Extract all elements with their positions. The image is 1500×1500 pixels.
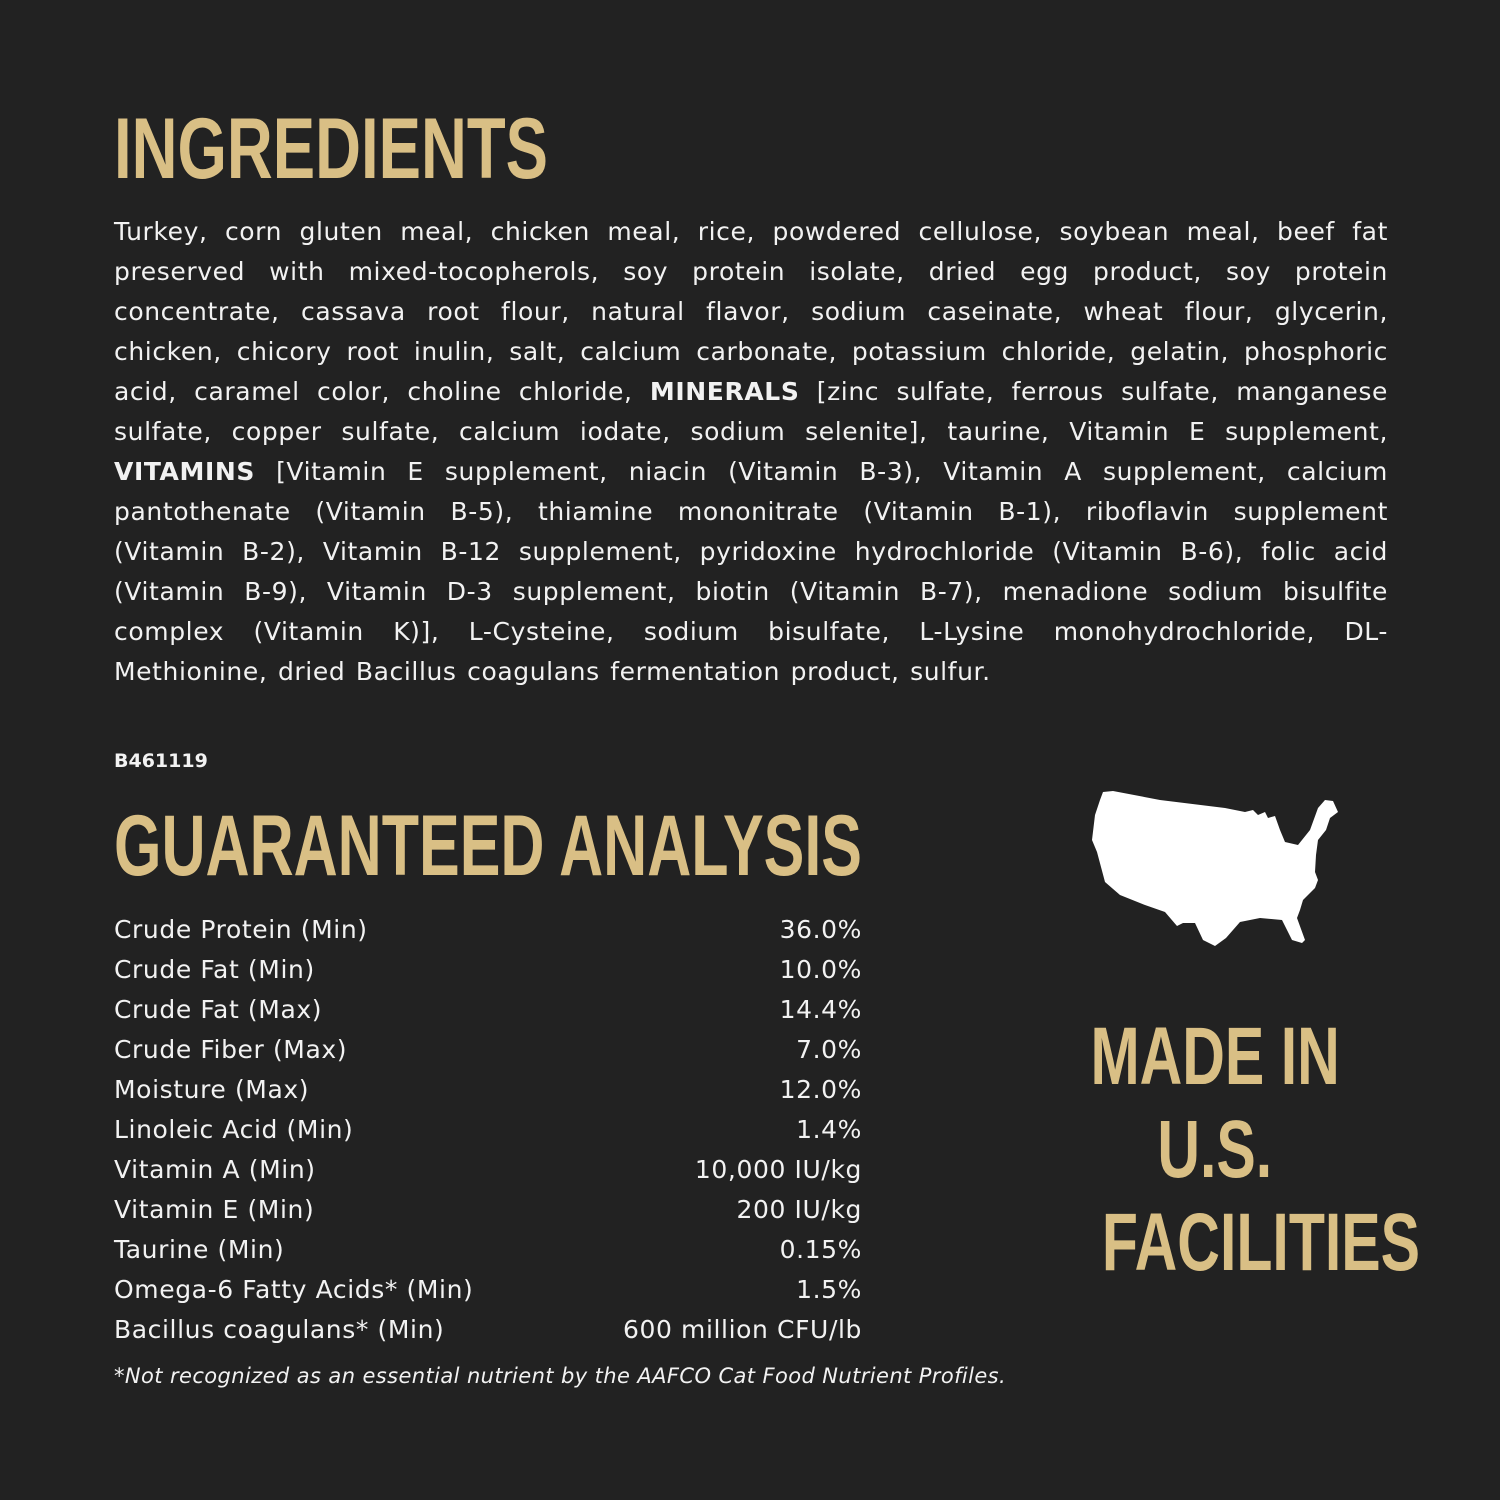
nutrient-value: 0.15%	[779, 1235, 862, 1264]
guaranteed-analysis-title: GUARANTEED ANALYSIS	[114, 798, 862, 894]
analysis-row: Linoleic Acid (Min) 1.4%	[114, 1110, 862, 1150]
nutrient-label: Taurine (Min)	[114, 1235, 285, 1264]
nutrient-value: 36.0%	[779, 915, 862, 944]
footnote: *Not recognized as an essential nutrient…	[114, 1364, 1007, 1388]
nutrient-label: Vitamin A (Min)	[114, 1155, 316, 1184]
analysis-row: Vitamin A (Min) 10,000 IU/kg	[114, 1150, 862, 1190]
nutrient-label: Crude Protein (Min)	[114, 915, 368, 944]
nutrient-value: 10.0%	[779, 955, 862, 984]
nutrient-label: Crude Fat (Min)	[114, 955, 315, 984]
nutrient-label: Crude Fiber (Max)	[114, 1035, 348, 1064]
made-in-line: U.S.	[1157, 1104, 1273, 1195]
nutrient-label: Moisture (Max)	[114, 1075, 310, 1104]
analysis-row: Crude Fiber (Max) 7.0%	[114, 1030, 862, 1070]
nutrient-value: 1.5%	[796, 1275, 862, 1304]
analysis-row: Bacillus coagulans* (Min) 600 million CFU…	[114, 1310, 862, 1350]
nutrient-value: 200 IU/kg	[736, 1195, 862, 1224]
made-in-line: MADE IN	[1090, 1011, 1340, 1102]
vitamins-label: VITAMINS	[114, 457, 256, 486]
analysis-table: Crude Protein (Min) 36.0% Crude Fat (Min) 1…	[114, 910, 862, 1350]
nutrient-value: 12.0%	[779, 1075, 862, 1104]
ingredients-text: [zinc sulfate, ferrous sulfate, manganes…	[114, 377, 1388, 446]
ingredients-text: Turkey, corn gluten meal, chicken meal, …	[114, 217, 1388, 406]
ingredients-title: INGREDIENTS	[114, 101, 548, 197]
analysis-row: Moisture (Max) 12.0%	[114, 1070, 862, 1110]
nutrient-value: 600 million CFU/lb	[622, 1315, 862, 1344]
minerals-label: MINERALS	[649, 377, 800, 406]
analysis-row: Omega-6 Fatty Acids* (Min) 1.5%	[114, 1270, 862, 1310]
nutrient-label: Linoleic Acid (Min)	[114, 1115, 354, 1144]
nutrient-label: Crude Fat (Max)	[114, 995, 323, 1024]
nutrient-value: 1.4%	[796, 1115, 862, 1144]
nutrient-label: Vitamin E (Min)	[114, 1195, 315, 1224]
nutrient-label: Omega-6 Fatty Acids* (Min)	[114, 1275, 474, 1304]
analysis-row: Vitamin E (Min) 200 IU/kg	[114, 1190, 862, 1230]
analysis-row: Crude Protein (Min) 36.0%	[114, 910, 862, 950]
nutrient-value: 14.4%	[779, 995, 862, 1024]
nutrient-value: 7.0%	[796, 1035, 862, 1064]
nutrient-label: Bacillus coagulans* (Min)	[114, 1315, 445, 1344]
made-in-us-label: MADE IN U.S. FACILITIES	[1040, 1010, 1420, 1289]
ingredients-list: Turkey, corn gluten meal, chicken meal, …	[114, 212, 1388, 692]
analysis-row: Taurine (Min) 0.15%	[114, 1230, 862, 1270]
ingredients-text: [Vitamin E supplement, niacin (Vitamin B…	[114, 457, 1388, 686]
product-code: B461119	[114, 750, 208, 772]
analysis-row: Crude Fat (Min) 10.0%	[114, 950, 862, 990]
analysis-row: Crude Fat (Max) 14.4%	[114, 990, 862, 1030]
made-in-line: FACILITIES	[1101, 1197, 1421, 1288]
nutrient-value: 10,000 IU/kg	[694, 1155, 862, 1184]
